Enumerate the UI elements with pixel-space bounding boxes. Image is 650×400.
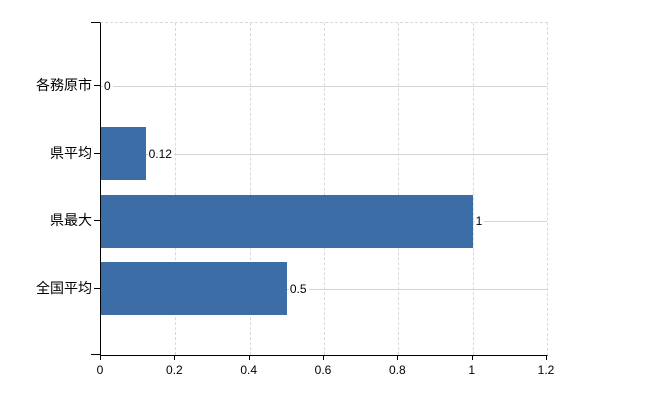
horizontal-gridline: [101, 86, 547, 87]
vertical-gridline: [175, 23, 177, 355]
category-label: 全国平均: [36, 279, 92, 296]
y-axis-tick: [94, 152, 100, 154]
vertical-gridline: [324, 23, 325, 355]
bar-value-label: 0.5: [288, 280, 309, 297]
y-axis-tick: [91, 22, 100, 23]
x-axis-tick: [248, 355, 250, 360]
x-axis-tick: [546, 355, 547, 360]
bar-value-label: 0: [103, 78, 113, 94]
x-tick-label: 0.2: [165, 363, 183, 377]
x-axis-tick: [174, 355, 176, 360]
x-axis-tick: [100, 355, 101, 360]
bar-value-label: 0.12: [147, 145, 174, 162]
bar: [101, 127, 146, 180]
x-tick-label: 1: [468, 363, 475, 377]
bar: [101, 194, 473, 248]
x-tick-label: 1.2: [537, 363, 555, 377]
y-axis-tick: [91, 354, 100, 355]
y-axis-tick: [94, 220, 100, 221]
category-label: 各務原市: [36, 77, 92, 93]
category-label: 県最大: [50, 212, 92, 228]
bar-value-label: 1: [474, 213, 485, 229]
vertical-gridline: [398, 23, 400, 355]
y-axis-tick: [94, 287, 100, 289]
bar: [101, 262, 287, 315]
x-tick-label: 0.8: [388, 363, 406, 377]
category-label: 県平均: [50, 144, 92, 161]
horizontal-gridline: [101, 153, 547, 155]
vertical-gridline: [472, 23, 474, 355]
x-tick-label: 0.4: [240, 363, 257, 377]
horizontal-gridline: [101, 288, 547, 290]
x-axis-tick: [397, 355, 399, 360]
x-axis-tick: [471, 355, 473, 360]
plot-area: 0 0.12 1 0.5: [100, 22, 548, 356]
vertical-gridline: [249, 23, 251, 355]
x-tick-label: 0.6: [314, 363, 332, 377]
y-axis-tick: [94, 85, 100, 86]
x-tick-label: 0: [96, 363, 104, 377]
x-axis-tick: [323, 355, 324, 360]
